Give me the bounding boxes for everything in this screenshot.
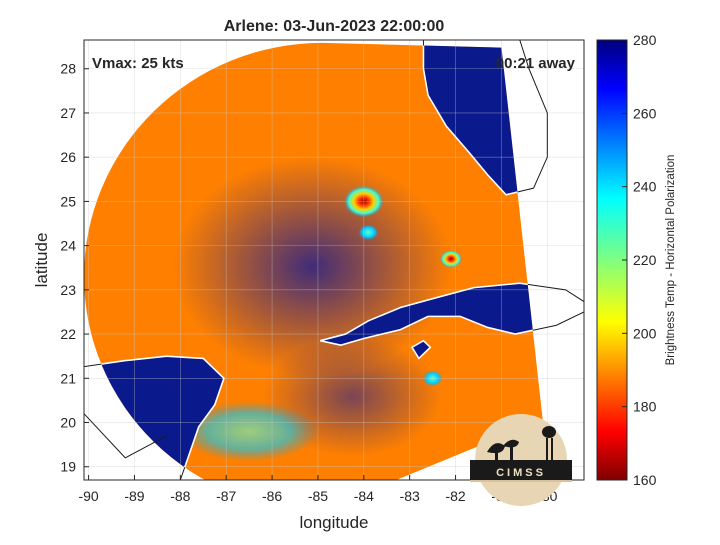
y-tick-label-22: 22 (60, 326, 76, 342)
x-tick-label--90: -90 (78, 488, 98, 504)
grid-layer (84, 40, 584, 480)
y-tick-label-25: 25 (60, 193, 76, 209)
x-tick-label--86: -86 (262, 488, 282, 504)
time-away-annotation: 00:21 away (496, 55, 576, 72)
y-tick-label-20: 20 (60, 415, 76, 431)
x-tick-label--84: -84 (354, 488, 374, 504)
coast-cuba (320, 282, 543, 346)
y-tick-label-23: 23 (60, 282, 76, 298)
axes-frame (83, 39, 585, 481)
cimss-logo: CIMSS (470, 414, 572, 506)
colorbar-tick-label-240: 240 (633, 179, 657, 195)
y-tick-label-24: 24 (60, 238, 76, 254)
colorbar-ticks: 160 180 200 220 240 260 280 (622, 32, 657, 488)
colorbar-tick-label-280: 280 (633, 32, 657, 48)
colorbar-tick-label-180: 180 (633, 399, 657, 415)
land-cuba (320, 283, 543, 346)
colorbar-tick-label-160: 160 (633, 472, 657, 488)
coastline-layer (84, 40, 584, 480)
x-tick-label--87: -87 (216, 488, 236, 504)
coast-yucatan (84, 355, 225, 480)
chart-title: Arlene: 03-Jun-2023 22:00:00 (224, 18, 445, 35)
colorbar-tick-label-260: 260 (633, 105, 657, 121)
border-line (84, 413, 167, 459)
y-tick-label-27: 27 (60, 105, 76, 121)
convective-cell-1 (358, 224, 379, 241)
x-tick-label--82: -82 (445, 488, 465, 504)
swath-layer (84, 42, 543, 480)
y-tick-label-19: 19 (60, 459, 76, 475)
y-tick-label-28: 28 (60, 61, 76, 77)
y-axis-label: latitude (32, 233, 51, 288)
swath-disc (84, 42, 543, 480)
x-tick-label--85: -85 (308, 488, 328, 504)
coast-isla-juventud (410, 339, 432, 360)
vmax-annotation: Vmax: 25 kts (92, 55, 184, 72)
x-tick-label--83: -83 (400, 488, 420, 504)
warm-band (179, 401, 320, 462)
x-tick-label--89: -89 (124, 488, 144, 504)
y-tick-label-26: 26 (60, 149, 76, 165)
y-tick-label-21: 21 (60, 370, 76, 386)
colorbar-tick-label-220: 220 (633, 252, 657, 268)
colorbar-tick-label-200: 200 (633, 325, 657, 341)
x-axis-label: longitude (299, 513, 368, 532)
cimss-logo-text: CIMSS (496, 467, 546, 479)
colorbar: 160 180 200 220 240 260 280 Brightness Temp - … (596, 32, 677, 488)
convective-cell-2 (439, 250, 462, 268)
y-axis: 19 20 21 22 23 24 25 26 27 28 (60, 61, 89, 475)
x-tick-label--88: -88 (170, 488, 190, 504)
colorbar-label: Brightness Temp - Horizontal Polarizatio… (665, 155, 677, 366)
